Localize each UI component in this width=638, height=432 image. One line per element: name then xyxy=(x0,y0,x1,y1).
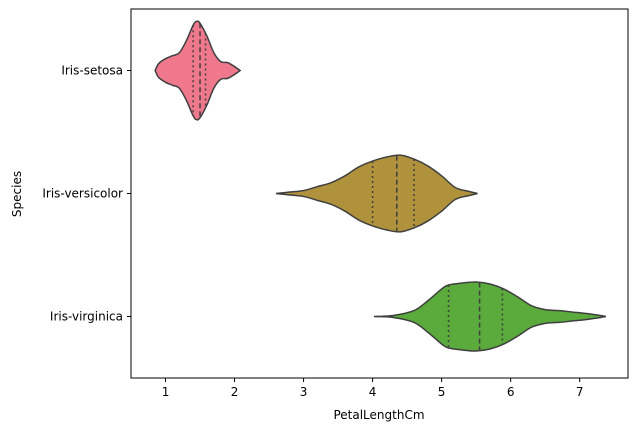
violin-iris-versicolor xyxy=(275,154,478,233)
y-axis-ticks: Iris-setosa Iris-versicolor Iris-virginica xyxy=(42,64,131,324)
x-tick-label: 7 xyxy=(576,385,584,399)
x-tick-label: 6 xyxy=(507,385,515,399)
y-tick-label-iris-versicolor: Iris-versicolor xyxy=(42,187,123,201)
y-tick-label-iris-setosa: Iris-setosa xyxy=(61,64,123,78)
x-tick-label: 5 xyxy=(438,385,446,399)
y-axis-label: Species xyxy=(10,171,24,217)
violin-iris-virginica xyxy=(373,281,607,352)
violin-group xyxy=(154,20,607,352)
quartile-lines xyxy=(192,23,504,351)
violin-iris-setosa xyxy=(154,20,242,121)
x-tick-label: 4 xyxy=(369,385,377,399)
x-axis-label: PetalLengthCm xyxy=(333,408,424,422)
x-axis-ticks: 1 2 3 4 5 6 7 xyxy=(162,378,584,399)
x-tick-label: 2 xyxy=(231,385,239,399)
x-tick-label: 1 xyxy=(162,385,170,399)
x-tick-label: 3 xyxy=(300,385,308,399)
y-tick-label-iris-virginica: Iris-virginica xyxy=(50,310,123,324)
